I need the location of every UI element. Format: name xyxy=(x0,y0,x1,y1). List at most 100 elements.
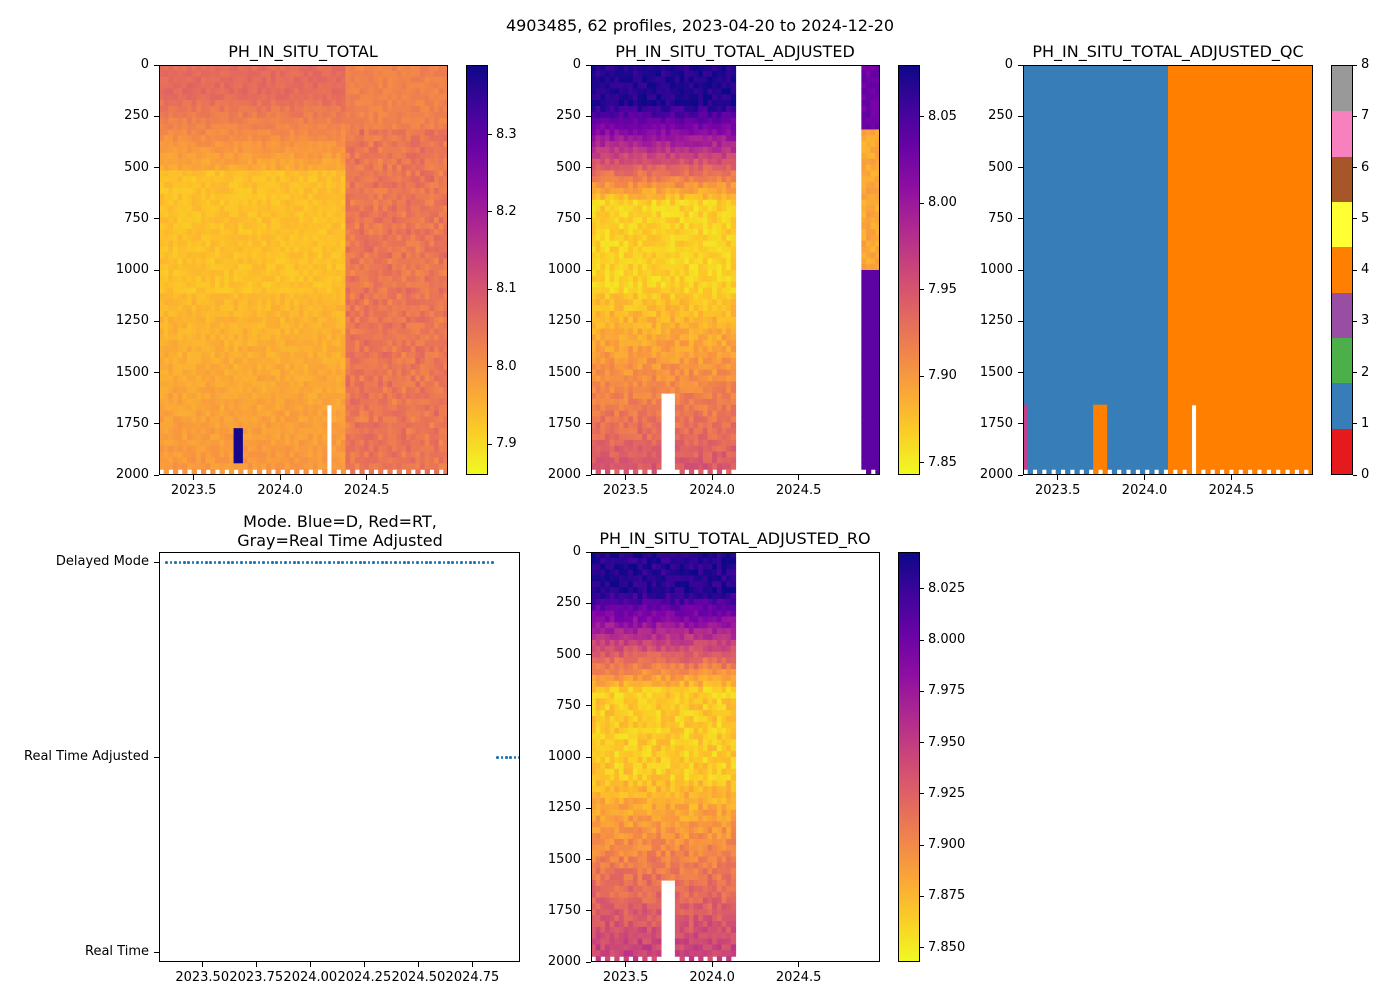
ph_total-cell xyxy=(214,270,221,277)
ph_adjusted-cell xyxy=(600,375,606,382)
ph_total-cell xyxy=(196,352,202,359)
ph_total-cell xyxy=(196,404,202,412)
ph_total-cell xyxy=(373,158,379,166)
ph_total-cell xyxy=(261,199,267,207)
ph_total-xtick-mark xyxy=(279,475,281,480)
ph_total-cell xyxy=(368,270,375,277)
ph_total-cell xyxy=(368,70,375,78)
ph_adjusted-cell xyxy=(604,223,611,230)
ph_total-cell xyxy=(354,147,361,154)
ph_total-cell xyxy=(359,240,365,248)
ph_total-cell xyxy=(331,387,337,394)
ph_total-cell xyxy=(406,70,412,78)
ph_total-cell xyxy=(420,434,426,441)
ph_total-cell xyxy=(429,70,435,78)
ph_total-cell xyxy=(294,340,300,347)
ph_total-cell xyxy=(298,381,305,388)
ph_adjusted-cell xyxy=(618,188,625,195)
ph_total-cell xyxy=(406,94,412,101)
ph_total-cell xyxy=(429,66,435,72)
ph_total-cell xyxy=(210,410,216,418)
ph_total-cell xyxy=(392,357,398,365)
ph_total-cell xyxy=(219,111,225,119)
ph_total-cell xyxy=(308,451,314,459)
ph_total-cell xyxy=(163,299,169,306)
ph_total-cell xyxy=(205,270,211,277)
ph_total-cell xyxy=(172,82,179,90)
ph_total-cell xyxy=(200,123,207,131)
ph_total-cell xyxy=(266,158,272,166)
ph_total-cell xyxy=(163,70,169,78)
ph_total-cell xyxy=(438,66,444,72)
ph_total-cell xyxy=(256,457,263,464)
ph_adjusted-cell xyxy=(628,445,634,453)
ph_total-cell xyxy=(359,381,365,388)
ph_total-cell xyxy=(252,357,258,365)
ph_total-cell xyxy=(415,293,421,300)
ph_total-cell xyxy=(294,193,300,201)
ph_total-cell xyxy=(284,182,291,189)
ph_total-cell xyxy=(392,387,398,394)
ph_total-cell xyxy=(191,316,197,324)
ph_adjusted-cell xyxy=(632,170,639,177)
ph_total-cell xyxy=(242,123,249,131)
ph_total-cell xyxy=(224,199,230,207)
ph_total-cell xyxy=(177,375,183,382)
ph_total-cell xyxy=(340,428,347,435)
ph_total-cell xyxy=(247,393,253,400)
ph_total-cell xyxy=(350,252,356,259)
ph_total-cell xyxy=(163,147,169,154)
ph_total-cell xyxy=(186,123,193,131)
ph_total-cell xyxy=(392,70,398,78)
ph_total-cell xyxy=(172,469,179,474)
ph_total-cell xyxy=(270,316,277,324)
ph_total-cell xyxy=(252,293,258,300)
ph_total-cell xyxy=(224,416,230,423)
ph_total-cell xyxy=(387,152,393,160)
ph_total-cell xyxy=(228,76,235,84)
ph_total-cell xyxy=(270,328,277,336)
ph_adjusted-cell xyxy=(595,393,601,400)
ph_total-cell xyxy=(406,270,412,277)
ph_total-cell xyxy=(280,428,286,435)
ph_total-cell xyxy=(424,135,430,142)
ph_total-cell xyxy=(247,445,253,453)
ph_total-cell xyxy=(396,66,402,72)
ph_total-cell xyxy=(284,170,291,177)
ph_total-cell xyxy=(284,211,291,218)
ph_adjusted-cell xyxy=(592,311,597,318)
ph_total-cell xyxy=(247,147,253,154)
ph_total-cell xyxy=(168,246,174,254)
ph_total-cell xyxy=(191,357,197,365)
ph_total-cell xyxy=(438,170,444,177)
ph_total-cell xyxy=(247,287,253,295)
ph_total-cell xyxy=(340,234,347,242)
ph_total-cell xyxy=(331,176,337,183)
ph_total-cell xyxy=(224,439,230,447)
ph_total-cell xyxy=(224,158,230,166)
ph_total-cell xyxy=(312,393,319,400)
ph_total-cell xyxy=(214,416,221,423)
ph_total-cell xyxy=(238,193,244,201)
ph_total-ytick-label: 2000 xyxy=(115,467,149,482)
ph_total-cell xyxy=(424,281,430,289)
ph_total-cell xyxy=(163,193,169,201)
ph_total-cell xyxy=(266,94,272,101)
ph_total-cell xyxy=(210,152,216,160)
ph_total-cell xyxy=(196,264,202,271)
ph_total-cell xyxy=(163,106,169,113)
ph_total-cell xyxy=(434,416,440,423)
ph_total-cell xyxy=(336,164,342,172)
ph_total-cell xyxy=(168,88,174,95)
ph_total-cell xyxy=(177,94,183,101)
ph_total-cell xyxy=(214,234,221,242)
ph_total-cell xyxy=(256,340,263,347)
ph_total-cell xyxy=(214,316,221,324)
ph_total-cell xyxy=(406,340,412,347)
ph_total-cell xyxy=(214,182,221,189)
ph_total-cell xyxy=(298,270,305,277)
ph_total-cell xyxy=(163,234,169,242)
ph_total-cell xyxy=(294,393,300,400)
ph_total-cell xyxy=(345,322,351,330)
ph_total-cell xyxy=(378,363,384,371)
